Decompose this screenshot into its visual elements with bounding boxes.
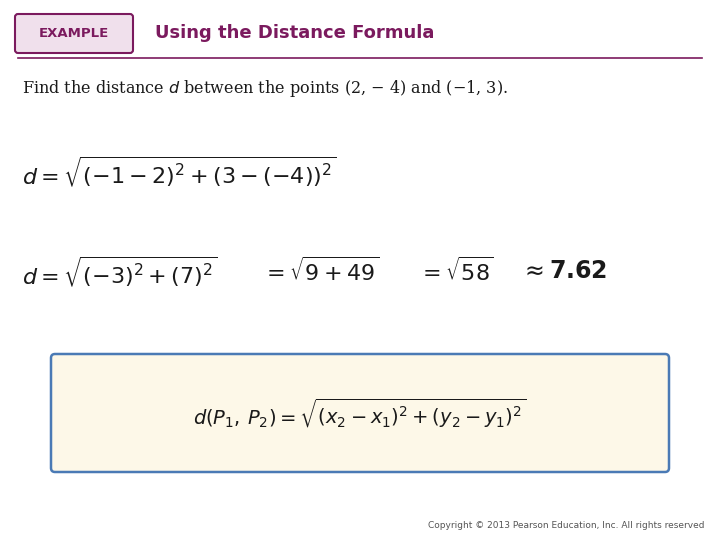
Text: EXAMPLE: EXAMPLE	[39, 27, 109, 40]
FancyBboxPatch shape	[15, 14, 133, 53]
Text: Copyright © 2013 Pearson Education, Inc. All rights reserved: Copyright © 2013 Pearson Education, Inc.…	[428, 521, 705, 530]
Text: $d = \sqrt{(-3)^{2}+(7)^{2}}$: $d = \sqrt{(-3)^{2}+(7)^{2}}$	[22, 255, 218, 289]
Text: Using the Distance Formula: Using the Distance Formula	[155, 24, 434, 43]
Text: $d(P_1,\, P_2) = \sqrt{(x_2 - x_1)^{2} + (y_2 - y_1)^{2}}$: $d(P_1,\, P_2) = \sqrt{(x_2 - x_1)^{2} +…	[193, 396, 527, 430]
Text: $= \sqrt{9+49}$: $= \sqrt{9+49}$	[262, 258, 379, 286]
FancyBboxPatch shape	[51, 354, 669, 472]
Text: $= \sqrt{58}$: $= \sqrt{58}$	[418, 258, 494, 286]
Text: Find the distance $d$ between the points (2, $-$ 4) and ($-$1, 3).: Find the distance $d$ between the points…	[22, 78, 508, 98]
Text: $d = \sqrt{(-1-2)^{2}+(3-(-4))^{2}}$: $d = \sqrt{(-1-2)^{2}+(3-(-4))^{2}}$	[22, 154, 337, 190]
Text: $\approx \mathbf{7.62}$: $\approx \mathbf{7.62}$	[520, 260, 607, 284]
